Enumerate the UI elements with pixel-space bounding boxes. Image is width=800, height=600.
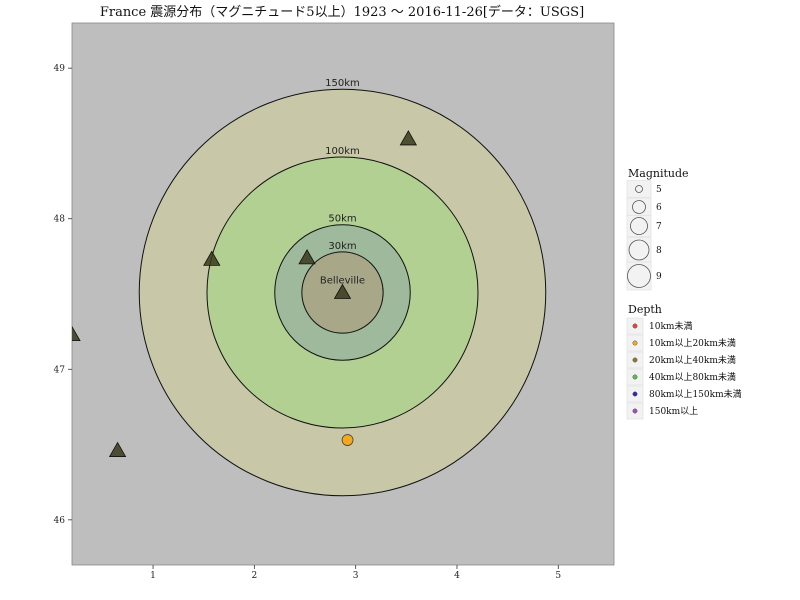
depth-key-dot [632, 391, 638, 397]
station-markers [72, 130, 418, 457]
x-tick-label: 1 [150, 571, 156, 581]
ring-label-100km: 100km [325, 146, 360, 157]
center-label: Belleville [320, 275, 365, 286]
quake-point [341, 434, 354, 446]
ring-label-50km: 50km [328, 214, 356, 225]
ring-labels: 150km 100km 50km 30km [325, 78, 360, 252]
magnitude-key-circle [627, 264, 651, 288]
magnitude-key-box [626, 215, 652, 237]
depth-key-dot [632, 408, 638, 414]
ring-label-150km: 150km [325, 78, 360, 89]
magnitude-key-box [626, 237, 652, 263]
depth-key-label: 20km以上40km未満 [649, 354, 736, 366]
depth-key-dot [632, 357, 638, 363]
magnitude-key-circle [632, 200, 646, 214]
magnitude-key-box [626, 261, 652, 291]
y-tick-label: 46 [54, 516, 66, 526]
depth-key-dot [632, 323, 638, 329]
y-axis: 46 47 48 49 [54, 64, 72, 526]
y-tick-label: 47 [54, 365, 66, 375]
station-triangle [72, 325, 81, 342]
depth-key-label: 10km未満 [649, 320, 692, 332]
depth-key-dot [632, 374, 638, 380]
depth-legend-title: Depth [628, 303, 662, 316]
magnitude-key-label: 8 [656, 246, 662, 256]
station-triangle [298, 249, 316, 265]
magnitude-key-box [626, 180, 652, 198]
x-tick-label: 5 [555, 571, 561, 581]
y-tick-label: 49 [54, 64, 66, 74]
magnitude-legend-title: Magnitude [628, 167, 689, 180]
magnitude-key-label: 9 [656, 272, 662, 282]
magnitude-key-label: 7 [656, 222, 662, 232]
magnitude-key-circle [635, 185, 643, 193]
station-triangle [203, 250, 221, 266]
x-tick-label: 2 [251, 571, 257, 581]
quake-points [341, 434, 354, 446]
magnitude-key-label: 5 [656, 185, 662, 195]
station-triangle [108, 441, 127, 457]
depth-key-label: 40km以上80km未満 [649, 371, 736, 383]
depth-key-dot [632, 340, 638, 346]
magnitude-key-circle [628, 239, 650, 261]
magnitude-key-circle [630, 217, 648, 235]
depth-key-label: 80km以上150km未満 [649, 388, 742, 400]
depth-key-label: 150km以上 [649, 406, 698, 417]
x-tick-label: 4 [454, 571, 460, 581]
x-axis: 1 2 3 4 5 [150, 565, 561, 581]
x-tick-label: 3 [353, 571, 359, 581]
station-triangle [399, 130, 418, 146]
ring-label-30km: 30km [328, 241, 356, 252]
chart-title: France 震源分布（マグニチュード5以上）1923 ～ 2016-11-26… [100, 4, 584, 20]
station-triangle [333, 283, 352, 299]
y-tick-label: 48 [54, 215, 66, 225]
depth-key-label: 10km以上20km未満 [649, 337, 736, 349]
magnitude-legend: Magnitude 5 6 7 8 9 [626, 167, 689, 291]
depth-legend: Depth 10km未満 10km以上20km未満 20km以上40km未満 40km… [626, 303, 742, 420]
magnitude-key-label: 6 [656, 203, 662, 213]
